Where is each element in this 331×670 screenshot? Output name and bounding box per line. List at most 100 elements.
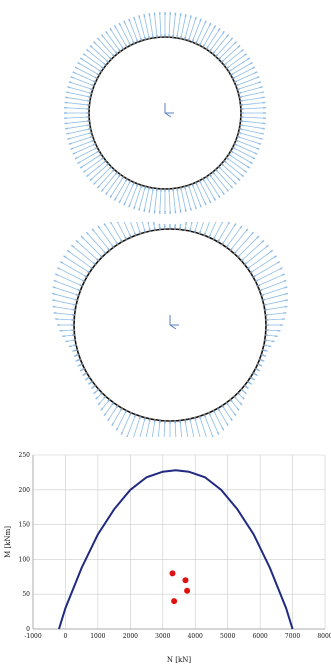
ring-node — [139, 415, 141, 417]
load-value-tick — [124, 203, 125, 206]
ring-node — [135, 234, 137, 236]
ring-node — [75, 304, 77, 306]
ring-node — [250, 376, 252, 378]
load-value-tick — [121, 432, 122, 435]
load-value-tick — [78, 365, 81, 366]
ring-node — [232, 77, 234, 79]
ring-node — [199, 415, 201, 417]
ring-node — [93, 139, 95, 141]
load-value-tick — [67, 87, 70, 88]
ring-node — [221, 405, 223, 407]
y-axis-title: M [kNm] — [4, 526, 12, 558]
ring-node — [240, 104, 242, 106]
load-arrow — [190, 419, 195, 437]
load-arrow — [233, 69, 253, 79]
ring-node — [180, 38, 182, 40]
ring-node — [195, 43, 197, 45]
load-value-tick — [86, 232, 88, 234]
load-value-tick — [101, 189, 103, 191]
ring-node — [141, 184, 143, 186]
ring-node — [133, 181, 135, 183]
load-value-tick — [106, 31, 108, 33]
ring-node — [264, 334, 266, 336]
load-arrow — [219, 44, 235, 60]
load-arrow — [103, 172, 117, 189]
load-arrow — [155, 189, 157, 211]
load-arrow — [121, 181, 131, 201]
ring-node — [125, 410, 127, 412]
load-value-tick — [200, 204, 201, 207]
ring-node — [237, 392, 239, 394]
load-arrow — [177, 188, 180, 210]
load-value-tick — [277, 262, 280, 264]
ring-node — [169, 420, 171, 422]
ring-node — [103, 67, 105, 69]
ring-node — [237, 256, 239, 258]
load-value-tick — [92, 229, 94, 231]
ring-node — [103, 157, 105, 159]
load-arrow — [180, 420, 183, 437]
x-tick-label: -1000 — [24, 633, 41, 640]
ring-node — [74, 339, 76, 341]
load-value-tick — [238, 45, 240, 47]
ring-node — [88, 112, 90, 114]
x-tick-label: 4000 — [188, 633, 203, 640]
ring-node — [79, 290, 81, 292]
ring-node — [230, 74, 232, 76]
ring-node — [135, 414, 137, 416]
load-value-tick — [234, 42, 236, 44]
load-arrow — [219, 167, 235, 183]
load-arrow — [216, 40, 231, 56]
load-arrow — [106, 226, 118, 244]
load-value-tick — [234, 223, 236, 226]
load-arrow — [234, 144, 254, 153]
load-arrow — [241, 103, 263, 105]
load-value-tick — [283, 280, 286, 281]
y-tick-label: 200 — [19, 487, 31, 494]
load-value-tick — [80, 369, 83, 370]
ring-node — [148, 38, 150, 40]
load-value-tick — [53, 287, 56, 288]
load-arrow — [173, 189, 175, 211]
ring-node — [108, 163, 110, 165]
load-arrow — [181, 187, 186, 209]
ring-node — [88, 120, 90, 122]
load-value-tick — [257, 369, 260, 370]
load-value-tick — [142, 222, 143, 223]
load-arrow — [231, 64, 250, 75]
load-arrow — [78, 69, 98, 79]
load-value-tick — [227, 35, 229, 37]
load-arrow — [233, 148, 253, 158]
ring-node — [105, 64, 107, 66]
load-arrow — [230, 231, 246, 250]
load-value-tick — [260, 87, 263, 88]
load-arrow — [263, 294, 285, 300]
ring-node — [208, 236, 210, 238]
load-value-tick — [81, 236, 83, 238]
ring-node — [86, 276, 88, 278]
ring-node — [212, 171, 214, 173]
load-value-tick — [75, 157, 78, 158]
ring-node — [148, 186, 150, 188]
ring-node — [98, 150, 100, 152]
load-value-tick — [205, 203, 206, 206]
load-value-tick — [252, 67, 255, 68]
ring-node — [209, 173, 211, 175]
load-value-tick — [223, 31, 225, 33]
load-value-tick — [78, 63, 81, 65]
ring-node — [144, 39, 146, 41]
load-point — [171, 598, 177, 604]
load-value-tick — [265, 350, 268, 351]
load-arrow — [226, 228, 240, 247]
ring-node — [95, 143, 97, 145]
ring-node — [265, 329, 267, 331]
load-value-tick — [110, 222, 112, 224]
ring-node — [264, 309, 266, 311]
load-value-tick — [218, 195, 220, 198]
load-value-tick — [231, 418, 233, 421]
load-arrow — [241, 108, 263, 109]
ring-node — [238, 128, 240, 130]
load-value-tick — [266, 245, 268, 247]
ring-node — [74, 309, 76, 311]
load-value-tick — [58, 268, 61, 269]
